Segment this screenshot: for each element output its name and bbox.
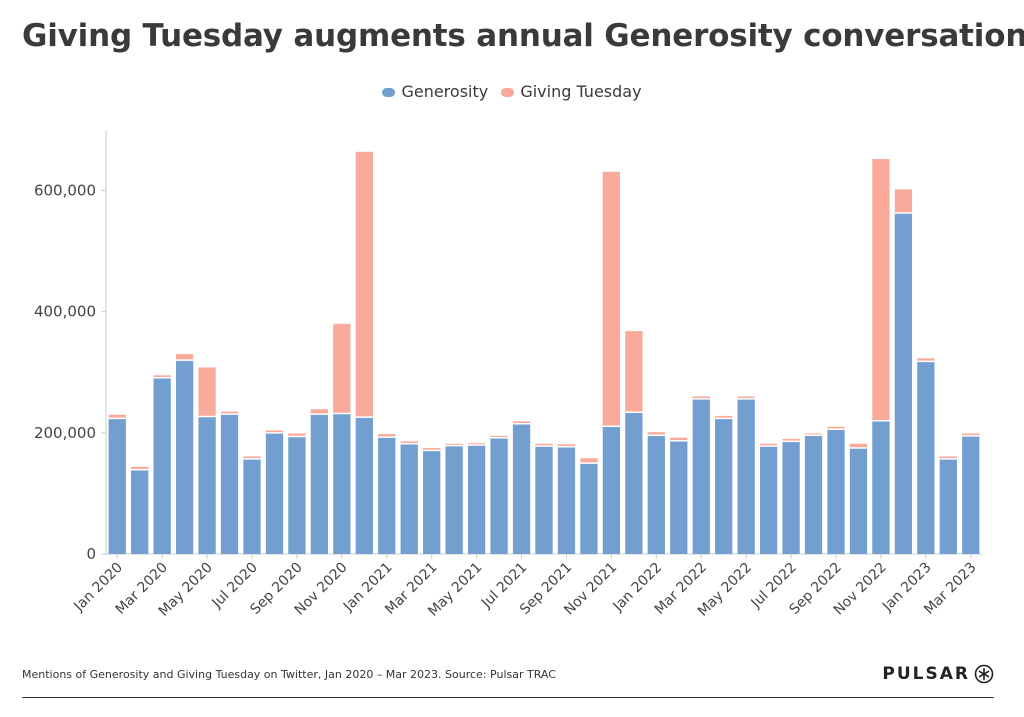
bar-giving-tuesday[interactable] xyxy=(715,415,733,419)
legend-label-generosity: Generosity xyxy=(401,82,489,101)
bar-generosity[interactable] xyxy=(467,444,486,554)
bar-giving-tuesday[interactable] xyxy=(580,458,598,464)
bar-giving-tuesday[interactable] xyxy=(670,437,688,441)
brand-name: PULSAR xyxy=(882,664,970,684)
bar-generosity[interactable] xyxy=(445,445,463,554)
y-tick-label: 0 xyxy=(86,545,96,563)
y-tick-label: 200,000 xyxy=(34,424,96,442)
bar-giving-tuesday[interactable] xyxy=(917,358,935,362)
bar-giving-tuesday[interactable] xyxy=(243,456,261,459)
bar-generosity[interactable] xyxy=(827,429,845,554)
bar-generosity[interactable] xyxy=(108,418,126,554)
bar-giving-tuesday[interactable] xyxy=(827,426,845,430)
bar-giving-tuesday[interactable] xyxy=(894,189,913,213)
bar-generosity[interactable] xyxy=(939,458,957,554)
bar-generosity[interactable] xyxy=(647,435,665,554)
legend-item-generosity[interactable]: Generosity xyxy=(382,82,488,101)
bar-generosity[interactable] xyxy=(535,446,553,554)
source-caption: Mentions of Generosity and Giving Tuesda… xyxy=(22,668,556,681)
bar-generosity[interactable] xyxy=(400,443,418,554)
bar-giving-tuesday[interactable] xyxy=(737,396,755,399)
y-tick-label: 600,000 xyxy=(34,182,96,200)
chart-legend: Generosity Giving Tuesday xyxy=(0,82,1024,101)
bar-generosity[interactable] xyxy=(670,440,688,554)
bar-generosity[interactable] xyxy=(310,414,329,554)
bar-generosity[interactable] xyxy=(243,458,261,554)
legend-item-giving-tuesday[interactable]: Giving Tuesday xyxy=(501,82,642,101)
legend-swatch-generosity xyxy=(382,88,396,97)
bar-generosity[interactable] xyxy=(490,437,508,554)
bar-generosity[interactable] xyxy=(759,446,778,554)
bar-giving-tuesday[interactable] xyxy=(175,354,194,361)
bar-giving-tuesday[interactable] xyxy=(625,331,643,413)
bar-giving-tuesday[interactable] xyxy=(962,433,980,436)
bar-giving-tuesday[interactable] xyxy=(602,171,621,427)
pulsar-logo: PULSAR xyxy=(882,664,994,684)
bar-giving-tuesday[interactable] xyxy=(692,396,710,399)
bar-generosity[interactable] xyxy=(333,413,351,554)
bar-generosity[interactable] xyxy=(849,448,868,554)
bar-generosity[interactable] xyxy=(804,435,823,554)
bar-generosity[interactable] xyxy=(423,450,441,554)
bar-generosity[interactable] xyxy=(917,361,935,554)
bar-giving-tuesday[interactable] xyxy=(355,151,373,418)
legend-label-giving-tuesday: Giving Tuesday xyxy=(520,82,642,101)
bar-generosity[interactable] xyxy=(782,441,800,554)
chart-title: Giving Tuesday augments annual Generosit… xyxy=(22,18,1024,54)
bar-generosity[interactable] xyxy=(220,414,239,554)
bar-generosity[interactable] xyxy=(131,469,149,554)
bar-giving-tuesday[interactable] xyxy=(333,323,351,414)
legend-swatch-giving-tuesday xyxy=(501,88,515,97)
bar-generosity[interactable] xyxy=(265,432,284,554)
bar-generosity[interactable] xyxy=(715,418,733,554)
bar-giving-tuesday[interactable] xyxy=(131,466,149,470)
asterisk-circle-icon xyxy=(974,664,994,684)
bar-generosity[interactable] xyxy=(175,360,194,554)
bar-generosity[interactable] xyxy=(737,398,755,554)
bar-generosity[interactable] xyxy=(512,423,531,554)
bar-giving-tuesday[interactable] xyxy=(557,444,576,447)
bar-generosity[interactable] xyxy=(378,437,396,554)
bar-giving-tuesday[interactable] xyxy=(310,409,329,415)
bar-giving-tuesday[interactable] xyxy=(153,375,171,378)
bar-giving-tuesday[interactable] xyxy=(400,441,418,444)
bar-generosity[interactable] xyxy=(602,426,621,554)
bar-generosity[interactable] xyxy=(198,416,216,554)
bar-giving-tuesday[interactable] xyxy=(490,435,508,438)
bar-giving-tuesday[interactable] xyxy=(804,433,823,436)
footer-divider xyxy=(22,697,994,698)
bar-giving-tuesday[interactable] xyxy=(445,443,463,446)
bar-giving-tuesday[interactable] xyxy=(939,456,957,459)
bar-giving-tuesday[interactable] xyxy=(849,443,868,448)
bar-giving-tuesday[interactable] xyxy=(535,443,553,447)
bar-generosity[interactable] xyxy=(557,446,576,554)
bar-giving-tuesday[interactable] xyxy=(782,438,800,442)
bar-giving-tuesday[interactable] xyxy=(512,421,531,424)
bar-generosity[interactable] xyxy=(692,398,710,554)
bar-giving-tuesday[interactable] xyxy=(108,414,126,419)
bar-generosity[interactable] xyxy=(355,417,373,554)
bar-giving-tuesday[interactable] xyxy=(647,432,665,436)
bar-generosity[interactable] xyxy=(962,435,980,554)
bar-giving-tuesday[interactable] xyxy=(378,434,396,438)
bar-giving-tuesday[interactable] xyxy=(265,430,284,433)
bar-generosity[interactable] xyxy=(872,420,890,554)
bar-generosity[interactable] xyxy=(288,436,306,554)
bar-giving-tuesday[interactable] xyxy=(220,411,239,415)
bar-giving-tuesday[interactable] xyxy=(423,448,441,451)
bar-giving-tuesday[interactable] xyxy=(759,443,778,447)
bar-giving-tuesday[interactable] xyxy=(467,443,486,445)
bar-generosity[interactable] xyxy=(153,377,171,554)
bar-generosity[interactable] xyxy=(580,463,598,554)
bar-giving-tuesday[interactable] xyxy=(198,367,216,417)
bar-generosity[interactable] xyxy=(894,212,913,555)
bar-generosity[interactable] xyxy=(625,412,643,554)
bar-giving-tuesday[interactable] xyxy=(288,433,306,437)
y-tick-label: 400,000 xyxy=(34,303,96,321)
bar-giving-tuesday[interactable] xyxy=(872,159,890,421)
